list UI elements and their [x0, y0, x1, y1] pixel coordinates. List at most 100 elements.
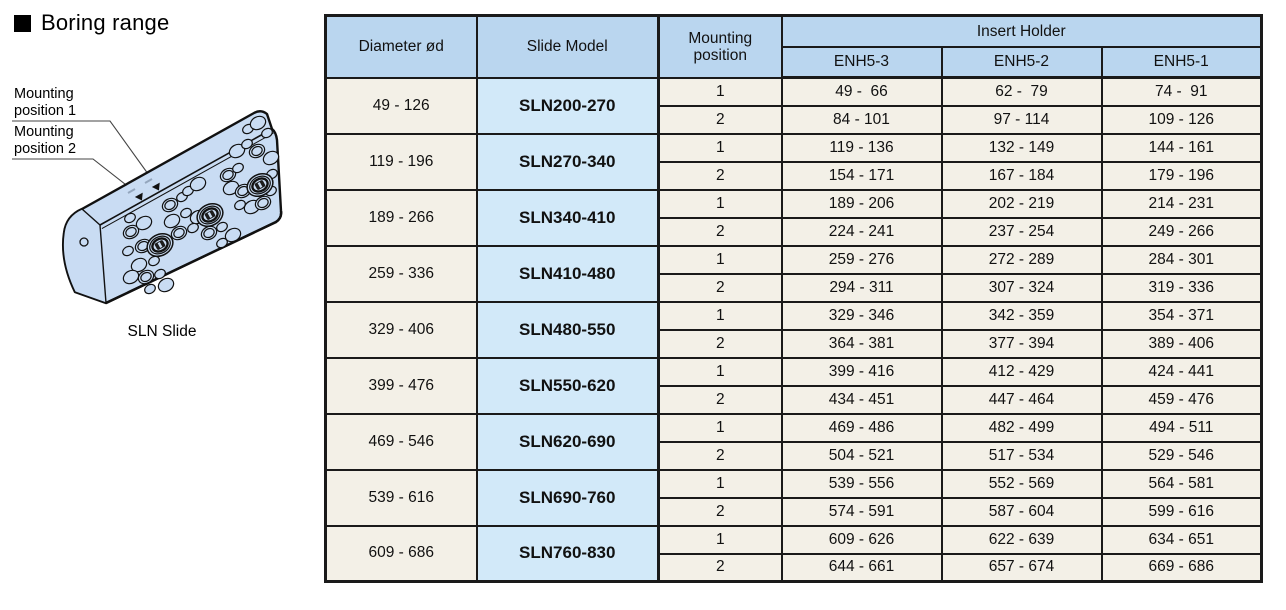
col-header-slide-model: Slide Model [475, 14, 660, 79]
range-cell: 599 - 616 [1100, 497, 1263, 527]
range-cell: 74 - 91 [1100, 76, 1263, 107]
range-cell: 634 - 651 [1100, 524, 1263, 555]
mounting-position-cell: 1 [657, 132, 783, 163]
range-cell: 319 - 336 [1100, 273, 1263, 303]
mounting-position-cell: 2 [657, 105, 783, 135]
range-cell: 434 - 451 [780, 385, 943, 415]
slide-model-cell: SLN200-270 [475, 76, 660, 135]
col-header-mounting-position: Mounting position [657, 14, 783, 79]
leader-line-position-2 [12, 158, 140, 196]
leader-line-position-1 [12, 120, 157, 186]
engraving-mark-1 [127, 188, 136, 194]
table-row: 2 574 - 591 587 - 604 599 - 616 [326, 497, 1263, 527]
range-cell: 644 - 661 [780, 553, 943, 583]
range-cell: 517 - 534 [940, 441, 1103, 471]
slide-model-cell: SLN270-340 [475, 132, 660, 191]
engraving-mark-2 [144, 178, 153, 184]
table-row: 189 - 266 SLN340-410 1 189 - 206 202 - 219 21… [324, 188, 1263, 247]
mounting-position-cell: 2 [657, 385, 783, 415]
sln-slide-illustration [12, 110, 283, 305]
diameter-cell: 189 - 266 [324, 188, 478, 247]
range-cell: 179 - 196 [1100, 161, 1263, 191]
mounting-position-cell: 1 [657, 188, 783, 219]
diameter-cell: 609 - 686 [324, 524, 478, 583]
end-cap-hole [79, 237, 89, 247]
table-row: 399 - 476 SLN550-620 1 399 - 416 412 - 429 42… [324, 356, 1263, 415]
range-cell: 469 - 486 [780, 412, 943, 443]
range-cell: 529 - 546 [1100, 441, 1263, 471]
range-cell: 399 - 416 [780, 356, 943, 387]
table-row: 2 504 - 521 517 - 534 529 - 546 [326, 441, 1263, 471]
table-body: 49 - 126 SLN200-270 1 49 - 66 62 - 79 74 - 91… [324, 76, 1263, 583]
range-cell: 504 - 521 [780, 441, 943, 471]
col-header-diameter: Diameter ød [324, 14, 478, 79]
slide-end-cap [62, 208, 107, 304]
table-row: 2 224 - 241 237 - 254 249 - 266 [326, 217, 1263, 247]
range-cell: 154 - 171 [780, 161, 943, 191]
diameter-cell: 119 - 196 [324, 132, 478, 191]
table-row: 49 - 126 SLN200-270 1 49 - 66 62 - 79 74 - 91 [324, 76, 1263, 135]
diameter-cell: 329 - 406 [324, 300, 478, 359]
range-cell: 447 - 464 [940, 385, 1103, 415]
table-header: Diameter ød Slide Model Mounting positio… [324, 14, 1263, 79]
range-cell: 459 - 476 [1100, 385, 1263, 415]
range-cell: 224 - 241 [780, 217, 943, 247]
col-header-enh5-3: ENH5-3 [780, 45, 943, 79]
range-cell: 364 - 381 [780, 329, 943, 359]
range-cell: 259 - 276 [780, 244, 943, 275]
mounting-position-cell: 1 [657, 356, 783, 387]
table-row: 119 - 196 SLN270-340 1 119 - 136 132 - 149 14… [324, 132, 1263, 191]
insert-seats [146, 172, 274, 258]
range-cell: 342 - 359 [940, 300, 1103, 331]
mounting-position-cell: 2 [657, 273, 783, 303]
range-cell: 84 - 101 [780, 105, 943, 135]
range-cell: 119 - 136 [780, 132, 943, 163]
mounting-position-cell: 1 [657, 468, 783, 499]
range-cell: 237 - 254 [940, 217, 1103, 247]
diameter-cell: 49 - 126 [324, 76, 478, 135]
illustration-caption: SLN Slide [127, 323, 197, 340]
mounting-position-cell: 1 [657, 412, 783, 443]
col-header-insert-holder: Insert Holder [780, 14, 1263, 48]
mounting-marker-1 [151, 182, 160, 191]
range-cell: 189 - 206 [780, 188, 943, 219]
table-row: 469 - 546 SLN620-690 1 469 - 486 482 - 499 49… [324, 412, 1263, 471]
range-cell: 329 - 346 [780, 300, 943, 331]
section-title-text: Boring range [41, 10, 170, 35]
range-cell: 97 - 114 [940, 105, 1103, 135]
mounting-position-cell: 2 [657, 497, 783, 527]
slide-model-cell: SLN480-550 [475, 300, 660, 359]
mounting-position-2-label: Mounting position 2 [14, 124, 77, 157]
diameter-cell: 399 - 476 [324, 356, 478, 415]
range-cell: 564 - 581 [1100, 468, 1263, 499]
table-row: 539 - 616 SLN690-760 1 539 - 556 552 - 569 56… [324, 468, 1263, 527]
range-cell: 587 - 604 [940, 497, 1103, 527]
range-cell: 132 - 149 [940, 132, 1103, 163]
mounting-position-1-label: Mounting position 1 [14, 86, 77, 119]
range-cell: 669 - 686 [1100, 553, 1263, 583]
range-cell: 552 - 569 [940, 468, 1103, 499]
table-row: 2 294 - 311 307 - 324 319 - 336 [326, 273, 1263, 303]
range-cell: 202 - 219 [940, 188, 1103, 219]
mounting-position-cell: 1 [657, 524, 783, 555]
mounting-marker-2 [134, 192, 143, 201]
range-cell: 494 - 511 [1100, 412, 1263, 443]
range-cell: 144 - 161 [1100, 132, 1263, 163]
diameter-cell: 469 - 546 [324, 412, 478, 471]
range-cell: 539 - 556 [780, 468, 943, 499]
slide-bottom-edge [105, 210, 283, 305]
left-panel: Boring range Mounting position 1 Mountin… [0, 0, 324, 610]
range-cell: 294 - 311 [780, 273, 943, 303]
range-cell: 49 - 66 [780, 76, 943, 107]
diameter-cell: 539 - 616 [324, 468, 478, 527]
slide-model-cell: SLN690-760 [475, 468, 660, 527]
slide-model-cell: SLN550-620 [475, 356, 660, 415]
mounting-position-cell: 1 [657, 244, 783, 275]
range-cell: 622 - 639 [940, 524, 1103, 555]
section-title: Boring range [14, 10, 169, 36]
range-cell: 272 - 289 [940, 244, 1103, 275]
range-cell: 574 - 591 [780, 497, 943, 527]
range-cell: 412 - 429 [940, 356, 1103, 387]
range-cell: 214 - 231 [1100, 188, 1263, 219]
mounting-position-cell: 2 [657, 441, 783, 471]
